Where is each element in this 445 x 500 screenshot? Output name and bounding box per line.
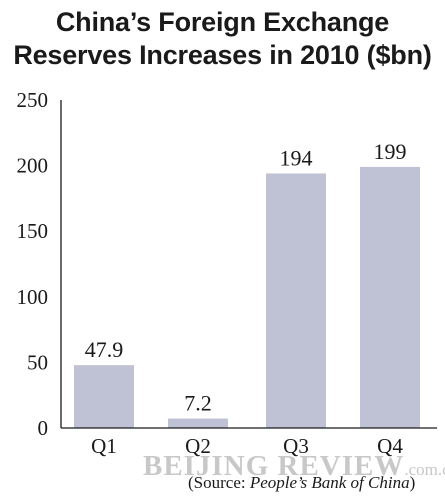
x-axis-ticks: Q1 Q2 Q3 Q4 (91, 434, 403, 458)
y-tick-label: 200 (17, 154, 49, 178)
x-tick-label-q4: Q4 (377, 434, 403, 458)
y-tick-label: 0 (38, 416, 49, 440)
data-label-q2: 7.2 (184, 391, 212, 416)
bar-q1 (74, 365, 134, 428)
chart-title-line-1: China’s Foreign Exchange (55, 7, 390, 37)
chart-title: China’s Foreign Exchange Reserves Increa… (0, 6, 445, 72)
x-tick-label-q2: Q2 (185, 434, 211, 458)
y-tick-label: 250 (17, 88, 49, 112)
y-tick-label: 50 (27, 350, 48, 374)
source-note: (Source: People’s Bank of China) (188, 473, 415, 493)
source-prefix: (Source: (188, 473, 250, 492)
bars (74, 166, 420, 429)
chart-title-line-2: Reserves Increases in 2010 ($bn) (13, 40, 432, 70)
y-axis-ticks: 0 50 100 150 200 250 (17, 88, 49, 440)
bar-q3 (266, 173, 326, 428)
data-labels: 47.9 7.2 194 199 (85, 139, 407, 416)
source-suffix: ) (409, 473, 416, 492)
data-label-q3: 194 (280, 145, 313, 170)
watermark-logo: BEIJING REVIEW.com.cn (143, 450, 445, 483)
y-tick-label: 150 (17, 219, 49, 243)
bar-q2 (168, 418, 228, 428)
y-tick-label: 100 (17, 285, 49, 309)
data-label-q4: 199 (374, 139, 407, 164)
source-name: People’s Bank of China (249, 473, 410, 492)
x-tick-label-q1: Q1 (91, 434, 117, 458)
watermark-main: BEIJING REVIEW (143, 450, 405, 482)
data-label-q1: 47.9 (85, 337, 124, 362)
watermark-sub: .com.cn (404, 460, 445, 479)
x-tick-label-q3: Q3 (283, 434, 309, 458)
bar-q4 (360, 166, 420, 429)
